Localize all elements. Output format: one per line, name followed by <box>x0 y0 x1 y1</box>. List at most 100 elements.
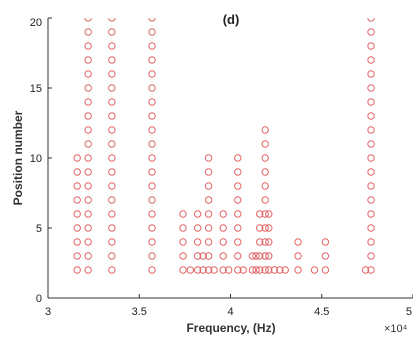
data-point <box>261 266 269 274</box>
data-point <box>204 238 213 246</box>
data-point <box>84 154 92 162</box>
data-point <box>186 266 195 274</box>
data-point <box>148 154 156 162</box>
data-point <box>367 224 375 232</box>
data-point <box>84 168 92 176</box>
data-point <box>108 42 116 50</box>
data-point <box>234 224 242 232</box>
ticks-group: 3 3.5 4 4.5 5 0 5 10 15 20 <box>30 17 413 318</box>
data-point <box>367 42 375 50</box>
data-point <box>261 196 269 204</box>
data-point <box>204 154 213 162</box>
data-point <box>108 28 116 36</box>
data-point <box>294 238 302 246</box>
data-point <box>321 252 330 260</box>
data-point <box>148 196 156 204</box>
data-point <box>84 238 92 246</box>
data-point <box>361 266 370 274</box>
data-point <box>367 252 375 260</box>
data-point <box>265 224 273 232</box>
data-point <box>234 196 242 204</box>
data-point <box>73 182 81 190</box>
data-point <box>248 266 257 274</box>
data-point <box>84 196 92 204</box>
data-point <box>261 182 269 190</box>
data-point <box>84 98 92 106</box>
data-point <box>148 98 156 106</box>
x-axis-exponent-label: ×10⁴ <box>384 323 408 335</box>
data-point <box>261 154 269 162</box>
data-point <box>265 238 273 246</box>
data-point <box>179 266 187 274</box>
y-tick-label: 10 <box>30 153 42 165</box>
data-point <box>108 224 116 232</box>
data-point <box>234 168 242 176</box>
data-point <box>204 168 213 176</box>
data-point <box>367 154 375 162</box>
data-point <box>367 98 375 106</box>
data-point <box>148 210 156 218</box>
data-point <box>148 70 156 78</box>
data-point <box>239 266 247 274</box>
data-point <box>84 182 92 190</box>
data-point <box>234 182 242 190</box>
data-point <box>294 266 302 274</box>
data-point <box>193 224 202 232</box>
data-point <box>256 210 264 218</box>
data-point <box>219 224 227 232</box>
data-point <box>148 18 156 22</box>
data-point <box>219 252 227 260</box>
data-point <box>179 210 187 218</box>
data-point <box>108 252 116 260</box>
y-tick-label: 5 <box>36 223 42 235</box>
data-point <box>252 252 260 260</box>
data-point <box>108 182 116 190</box>
data-point <box>108 112 116 120</box>
data-point <box>108 56 116 64</box>
data-point <box>148 224 156 232</box>
data-point <box>199 252 207 260</box>
data-point <box>148 28 156 36</box>
axes-group <box>47 18 413 299</box>
data-point <box>321 238 330 246</box>
data-point <box>265 252 273 260</box>
data-point <box>108 70 116 78</box>
chart-title: (d) <box>223 12 240 27</box>
data-point <box>148 112 156 120</box>
data-point <box>367 84 375 92</box>
data-point <box>270 266 278 274</box>
data-point <box>367 18 375 22</box>
data-point <box>294 252 302 260</box>
data-point <box>84 28 92 36</box>
data-point <box>193 210 202 218</box>
data-point <box>193 252 202 260</box>
data-point <box>367 70 375 78</box>
data-point <box>108 168 116 176</box>
data-point <box>84 210 92 218</box>
data-point <box>210 266 218 274</box>
data-point <box>108 238 116 246</box>
data-point <box>256 252 264 260</box>
data-point <box>108 154 116 162</box>
data-point <box>261 252 269 260</box>
data-point <box>261 238 269 246</box>
data-point <box>73 168 81 176</box>
data-point <box>367 196 375 204</box>
data-point <box>234 252 242 260</box>
data-point <box>276 266 284 274</box>
data-point <box>367 140 375 148</box>
data-point <box>108 140 116 148</box>
data-point <box>265 266 273 274</box>
data-point <box>108 266 116 274</box>
data-point <box>367 126 375 134</box>
data-point <box>224 266 233 274</box>
data-point <box>234 154 242 162</box>
data-point <box>73 210 81 218</box>
data-point <box>234 238 242 246</box>
data-point <box>256 238 264 246</box>
data-point <box>367 168 375 176</box>
data-point <box>108 18 116 22</box>
data-point <box>248 252 257 260</box>
